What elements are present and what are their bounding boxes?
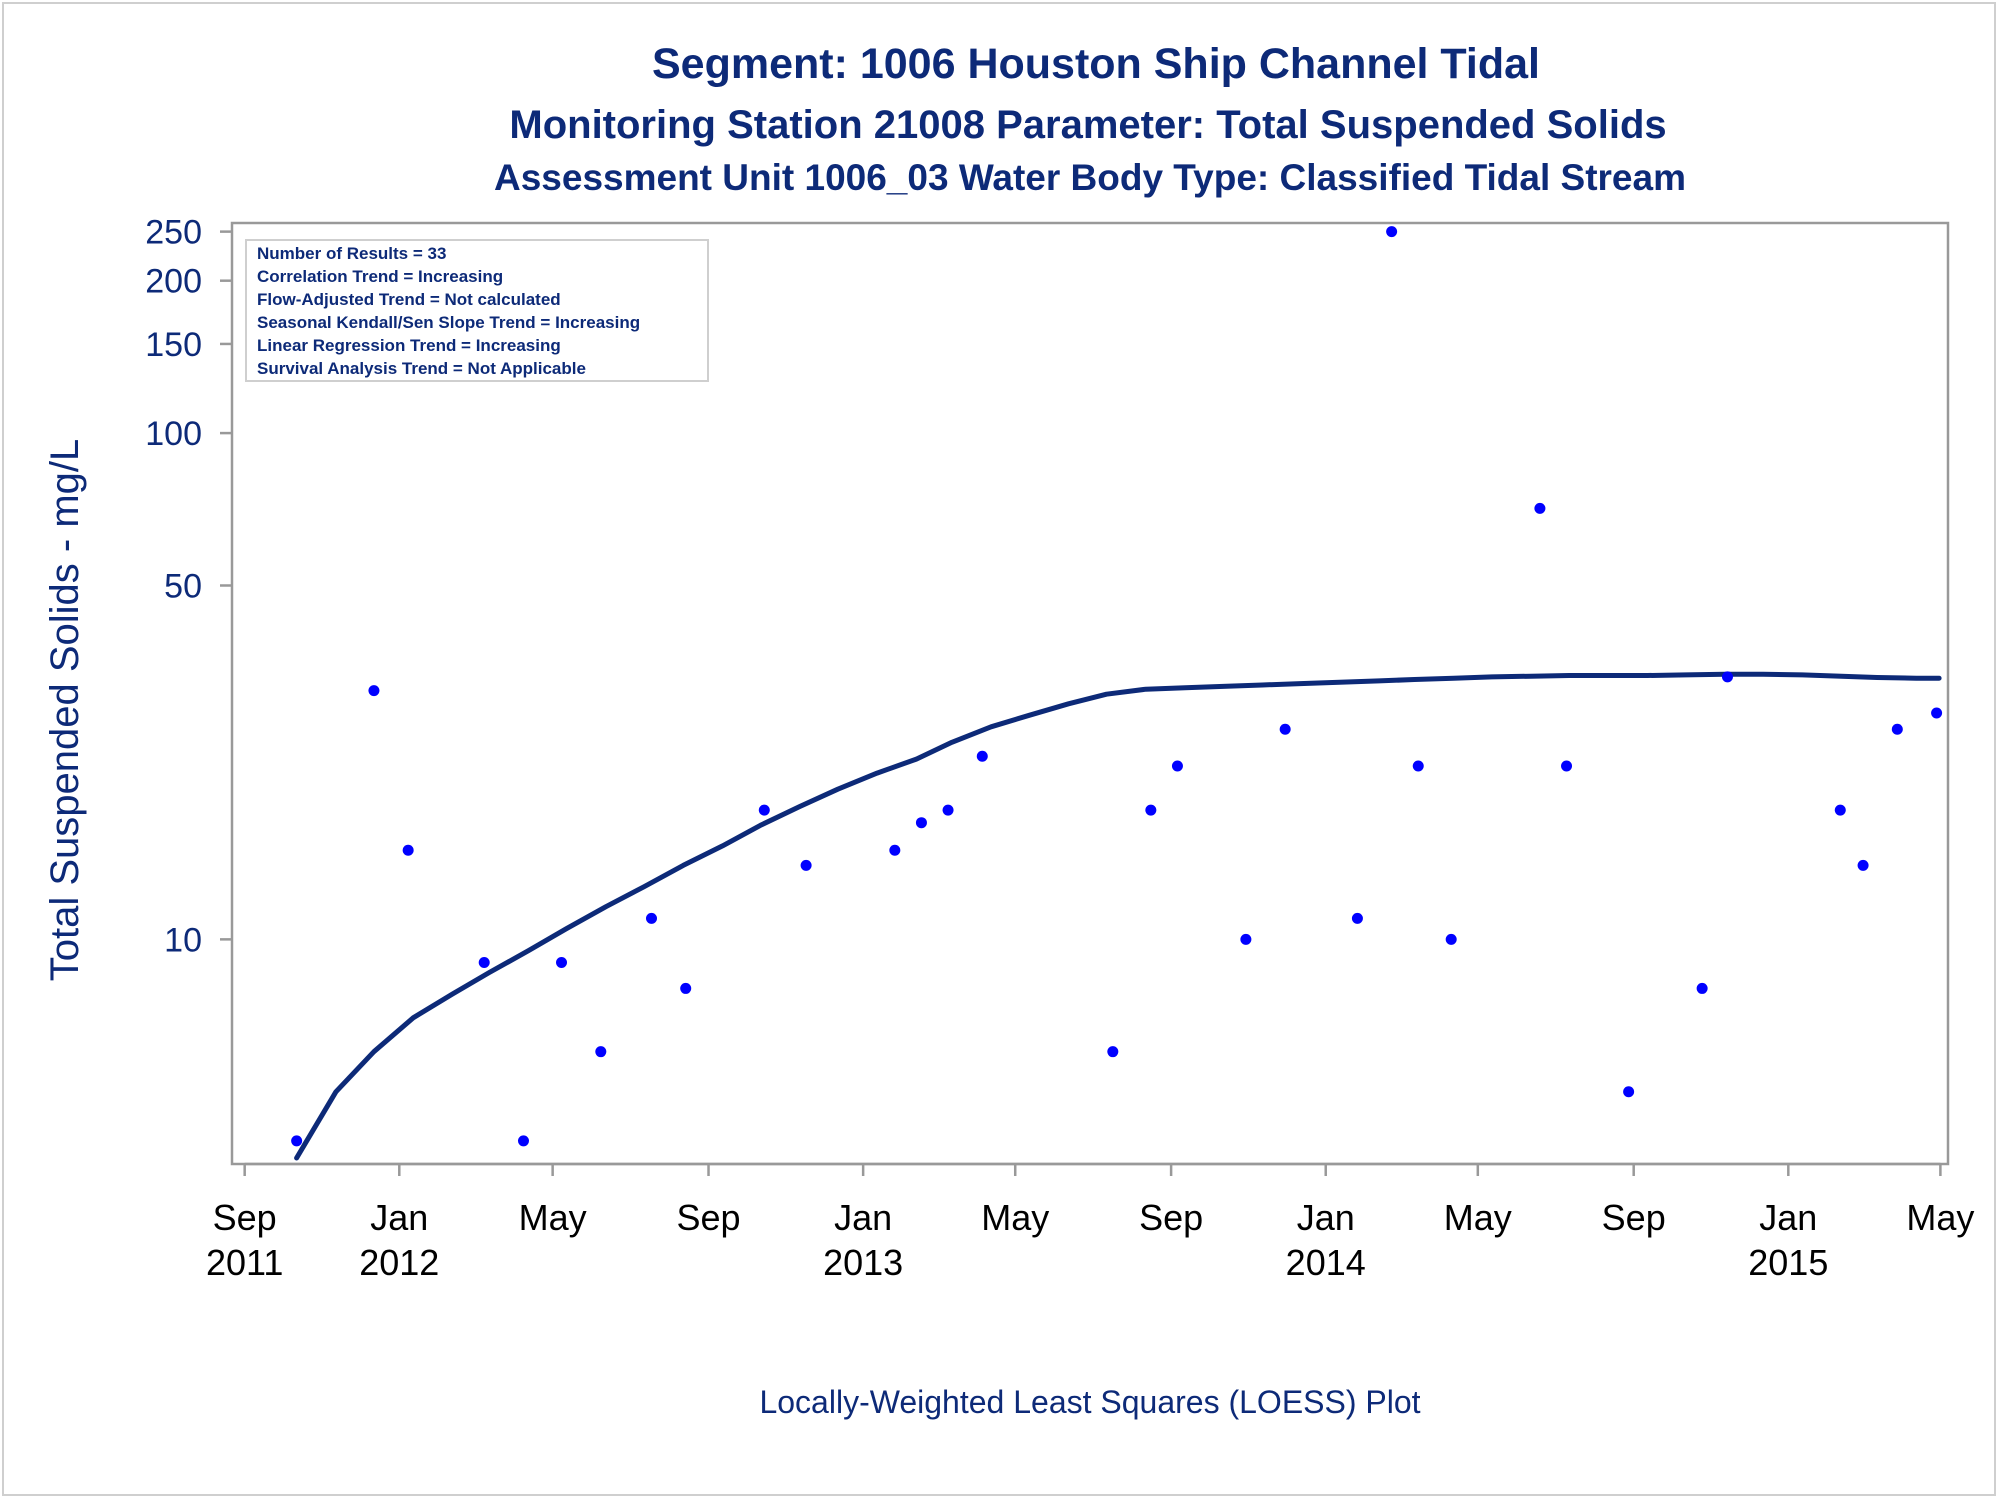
data-point	[1107, 1046, 1119, 1058]
y-tick-label: 150	[145, 326, 202, 364]
x-tick-year-label: 2013	[823, 1242, 903, 1283]
data-point	[1279, 723, 1291, 735]
x-tick-label: Sep	[1139, 1197, 1203, 1238]
data-point	[1145, 804, 1157, 816]
x-tick-label: Sep	[213, 1197, 277, 1238]
x-tick-label: Jan	[834, 1197, 892, 1238]
data-point	[478, 957, 490, 969]
data-point	[402, 844, 414, 856]
y-tick-label: 250	[145, 214, 202, 252]
x-tick-label: Sep	[676, 1197, 740, 1238]
data-point	[368, 685, 380, 697]
data-point	[517, 1135, 529, 1147]
data-point	[800, 859, 812, 871]
loess-curve	[294, 671, 1942, 1161]
data-point	[942, 804, 954, 816]
data-point	[645, 912, 657, 924]
data-point	[1623, 1086, 1635, 1098]
stat-correlation-trend: Correlation Trend = Increasing	[257, 267, 503, 286]
data-point	[1171, 760, 1183, 772]
data-point	[1386, 226, 1398, 238]
data-point	[291, 1135, 303, 1147]
stats-box: Number of Results = 33 Correlation Trend…	[245, 239, 709, 382]
x-tick-label: Jan	[1759, 1197, 1817, 1238]
data-point	[1240, 933, 1252, 945]
x-tick-label: Sep	[1602, 1197, 1666, 1238]
x-tick-year-label: 2015	[1748, 1242, 1828, 1283]
x-tick-label: May	[981, 1197, 1049, 1238]
stat-number-of-results: Number of Results = 33	[257, 244, 446, 263]
data-point	[1445, 933, 1457, 945]
data-point	[556, 957, 568, 969]
data-point	[889, 844, 901, 856]
x-tick-label: May	[519, 1197, 587, 1238]
stats-box-frame	[245, 239, 709, 382]
data-point	[1931, 707, 1943, 719]
data-point	[758, 804, 770, 816]
data-point	[1721, 671, 1733, 683]
y-tick-label: 50	[164, 567, 202, 605]
data-point	[680, 982, 692, 994]
points-layer	[291, 226, 1943, 1147]
data-point	[976, 750, 988, 762]
x-tick-label: May	[1444, 1197, 1512, 1238]
data-point	[915, 817, 927, 829]
loess-layer	[294, 671, 1942, 1161]
data-point	[1696, 982, 1708, 994]
data-point	[1534, 502, 1546, 514]
y-axis: 10 50 100 150 200 250	[145, 214, 232, 959]
chart-title: Segment: 1006 Houston Ship Channel Tidal	[652, 40, 1540, 88]
x-tick-year-label: 2011	[206, 1242, 283, 1283]
data-point	[1857, 859, 1869, 871]
stat-survival-analysis-trend: Survival Analysis Trend = Not Applicable	[257, 359, 586, 378]
stat-linear-regression-trend: Linear Regression Trend = Increasing	[257, 336, 561, 355]
y-tick-label: 200	[145, 263, 202, 301]
x-tick-label: May	[1906, 1197, 1974, 1238]
stat-seasonal-kendall-trend: Seasonal Kendall/Sen Slope Trend = Incre…	[257, 313, 640, 332]
x-tick-label: Jan	[370, 1197, 428, 1238]
data-point	[1351, 912, 1363, 924]
data-point	[1412, 760, 1424, 772]
x-tick-year-label: 2012	[359, 1242, 439, 1283]
y-tick-label: 100	[145, 415, 202, 453]
chart-subtitle: Monitoring Station 21008 Parameter: Tota…	[509, 103, 1666, 147]
x-tick-year-label: 2014	[1286, 1242, 1366, 1283]
chart-subtitle-2: Assessment Unit 1006_03 Water Body Type:…	[494, 157, 1686, 198]
y-tick-label: 10	[164, 921, 202, 959]
data-point	[595, 1046, 607, 1058]
x-tick-label: Jan	[1297, 1197, 1355, 1238]
stat-flow-adjusted-trend: Flow-Adjusted Trend = Not calculated	[257, 290, 561, 309]
chart-footnote: Locally-Weighted Least Squares (LOESS) P…	[759, 1384, 1420, 1420]
data-point	[1561, 760, 1573, 772]
data-point	[1891, 723, 1903, 735]
y-axis-label: Total Suspended Solids - mg/L	[43, 439, 87, 982]
data-point	[1834, 804, 1846, 816]
